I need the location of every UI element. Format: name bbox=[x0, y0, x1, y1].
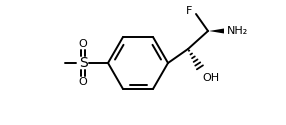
Text: F: F bbox=[186, 6, 192, 16]
Text: O: O bbox=[79, 77, 88, 87]
Text: OH: OH bbox=[202, 73, 219, 83]
Polygon shape bbox=[209, 28, 224, 34]
Text: NH₂: NH₂ bbox=[227, 26, 248, 36]
Text: S: S bbox=[79, 56, 88, 70]
Text: O: O bbox=[79, 39, 88, 49]
